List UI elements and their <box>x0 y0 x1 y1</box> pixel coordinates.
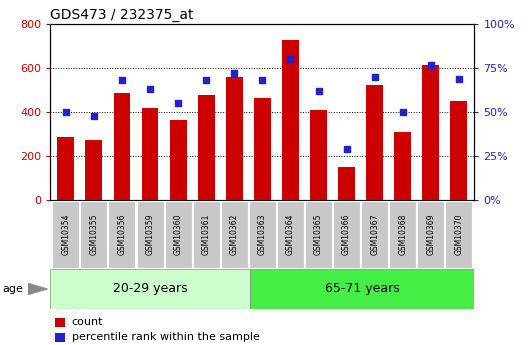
Text: GSM10362: GSM10362 <box>230 214 239 255</box>
Bar <box>338 167 355 200</box>
Bar <box>85 140 102 200</box>
Bar <box>165 201 191 268</box>
Bar <box>361 201 388 268</box>
Text: GSM10366: GSM10366 <box>342 214 351 255</box>
Point <box>230 71 239 76</box>
Bar <box>221 201 248 268</box>
Point <box>455 76 463 81</box>
Bar <box>109 201 136 268</box>
Bar <box>422 65 439 200</box>
Bar <box>282 40 299 200</box>
Text: GSM10367: GSM10367 <box>370 214 379 255</box>
Bar <box>55 333 65 342</box>
Point <box>61 109 70 115</box>
Text: GSM10356: GSM10356 <box>118 214 127 255</box>
Text: percentile rank within the sample: percentile rank within the sample <box>72 332 259 342</box>
Text: age: age <box>3 284 23 294</box>
Point <box>342 146 351 152</box>
Bar <box>277 201 304 268</box>
Bar <box>450 101 467 200</box>
Point <box>258 78 267 83</box>
Text: 65-71 years: 65-71 years <box>325 283 400 295</box>
Point <box>286 57 295 62</box>
Polygon shape <box>28 283 48 295</box>
Text: GSM10360: GSM10360 <box>174 214 183 255</box>
Text: GSM10359: GSM10359 <box>146 214 155 255</box>
Text: GSM10354: GSM10354 <box>61 214 70 255</box>
Text: GSM10369: GSM10369 <box>426 214 435 255</box>
Bar <box>250 269 474 309</box>
Bar <box>113 93 130 200</box>
Bar <box>193 201 219 268</box>
Text: GSM10368: GSM10368 <box>398 214 407 255</box>
Text: GSM10355: GSM10355 <box>90 214 99 255</box>
Point <box>314 88 323 94</box>
Bar <box>389 201 416 268</box>
Point <box>146 87 154 92</box>
Point <box>202 78 210 83</box>
Bar <box>254 98 271 200</box>
Point <box>90 113 98 118</box>
Bar <box>226 77 243 200</box>
Bar <box>198 95 215 200</box>
Bar <box>366 85 383 200</box>
Bar <box>55 318 65 327</box>
Point <box>427 62 435 67</box>
Bar <box>305 201 332 268</box>
Bar <box>333 201 360 268</box>
Bar <box>137 201 164 268</box>
Text: GSM10364: GSM10364 <box>286 214 295 255</box>
Point <box>118 78 126 83</box>
Bar <box>394 132 411 200</box>
Text: count: count <box>72 317 103 327</box>
Text: 20-29 years: 20-29 years <box>113 283 187 295</box>
Bar <box>52 201 80 268</box>
Point <box>370 74 379 80</box>
Bar <box>170 120 187 200</box>
Bar <box>417 201 444 268</box>
Bar <box>57 137 74 200</box>
Bar <box>310 110 327 200</box>
Text: GSM10363: GSM10363 <box>258 214 267 255</box>
Text: GSM10370: GSM10370 <box>454 214 463 255</box>
Bar <box>445 201 472 268</box>
Bar <box>50 269 250 309</box>
Bar <box>81 201 108 268</box>
Text: GSM10361: GSM10361 <box>202 214 211 255</box>
Text: GDS473 / 232375_at: GDS473 / 232375_at <box>50 8 194 22</box>
Point <box>399 109 407 115</box>
Text: GSM10365: GSM10365 <box>314 214 323 255</box>
Bar <box>142 108 158 200</box>
Bar <box>249 201 276 268</box>
Point <box>174 101 182 106</box>
